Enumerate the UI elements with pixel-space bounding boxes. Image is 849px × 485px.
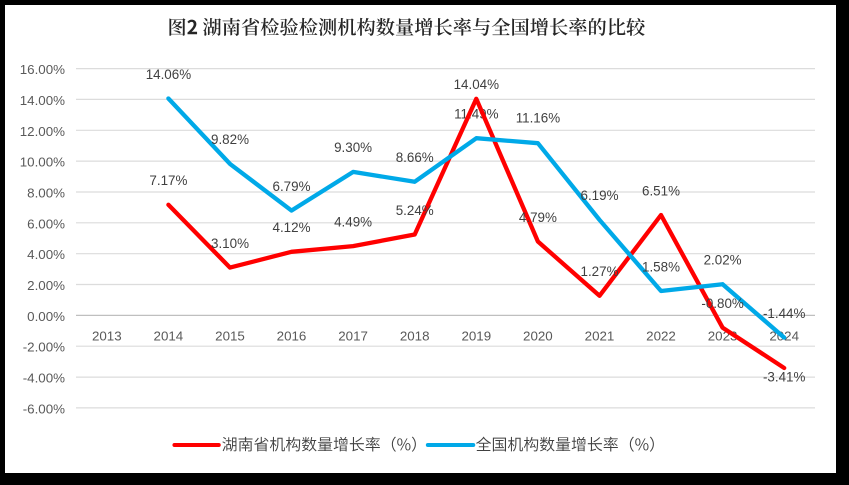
- svg-text:16.00%: 16.00%: [20, 62, 65, 77]
- svg-text:4.49%: 4.49%: [334, 214, 372, 229]
- svg-text:9.82%: 9.82%: [211, 132, 249, 147]
- svg-text:14.04%: 14.04%: [454, 77, 500, 92]
- svg-text:4.79%: 4.79%: [519, 210, 557, 225]
- svg-text:14.00%: 14.00%: [20, 93, 65, 108]
- svg-text:2018: 2018: [400, 328, 430, 343]
- svg-text:2017: 2017: [338, 328, 368, 343]
- svg-text:1.27%: 1.27%: [581, 264, 619, 279]
- svg-text:12.00%: 12.00%: [20, 124, 65, 139]
- svg-text:-4.00%: -4.00%: [23, 371, 65, 386]
- svg-text:-1.44%: -1.44%: [763, 306, 806, 321]
- svg-text:2.00%: 2.00%: [27, 278, 65, 293]
- svg-text:2.02%: 2.02%: [704, 253, 742, 268]
- svg-text:-2.00%: -2.00%: [23, 340, 65, 355]
- svg-text:7.17%: 7.17%: [149, 173, 187, 188]
- svg-text:6.19%: 6.19%: [581, 188, 619, 203]
- svg-text:4.00%: 4.00%: [27, 247, 65, 262]
- svg-text:0.00%: 0.00%: [27, 309, 65, 324]
- svg-text:2013: 2013: [92, 328, 122, 343]
- svg-text:10.00%: 10.00%: [20, 155, 65, 170]
- svg-text:2020: 2020: [523, 328, 553, 343]
- svg-text:-0.80%: -0.80%: [701, 296, 744, 311]
- svg-text:-6.00%: -6.00%: [23, 401, 65, 416]
- svg-text:8.66%: 8.66%: [396, 150, 434, 165]
- svg-text:6.00%: 6.00%: [27, 216, 65, 231]
- svg-text:4.12%: 4.12%: [273, 220, 311, 235]
- svg-text:2015: 2015: [215, 328, 245, 343]
- svg-text:2019: 2019: [461, 328, 491, 343]
- svg-text:-3.41%: -3.41%: [763, 369, 806, 384]
- svg-text:9.30%: 9.30%: [334, 140, 372, 155]
- svg-text:2022: 2022: [646, 328, 676, 343]
- svg-text:14.06%: 14.06%: [146, 67, 192, 82]
- svg-text:2021: 2021: [585, 328, 615, 343]
- svg-text:6.51%: 6.51%: [642, 183, 680, 198]
- svg-text:1.58%: 1.58%: [642, 259, 680, 274]
- svg-text:5.24%: 5.24%: [396, 203, 434, 218]
- svg-text:8.00%: 8.00%: [27, 186, 65, 201]
- svg-text:3.10%: 3.10%: [211, 236, 249, 251]
- svg-text:6.79%: 6.79%: [273, 179, 311, 194]
- svg-text:11.16%: 11.16%: [516, 110, 561, 125]
- svg-text:2016: 2016: [277, 328, 307, 343]
- svg-text:11.49%: 11.49%: [454, 107, 499, 122]
- svg-text:2014: 2014: [154, 328, 184, 343]
